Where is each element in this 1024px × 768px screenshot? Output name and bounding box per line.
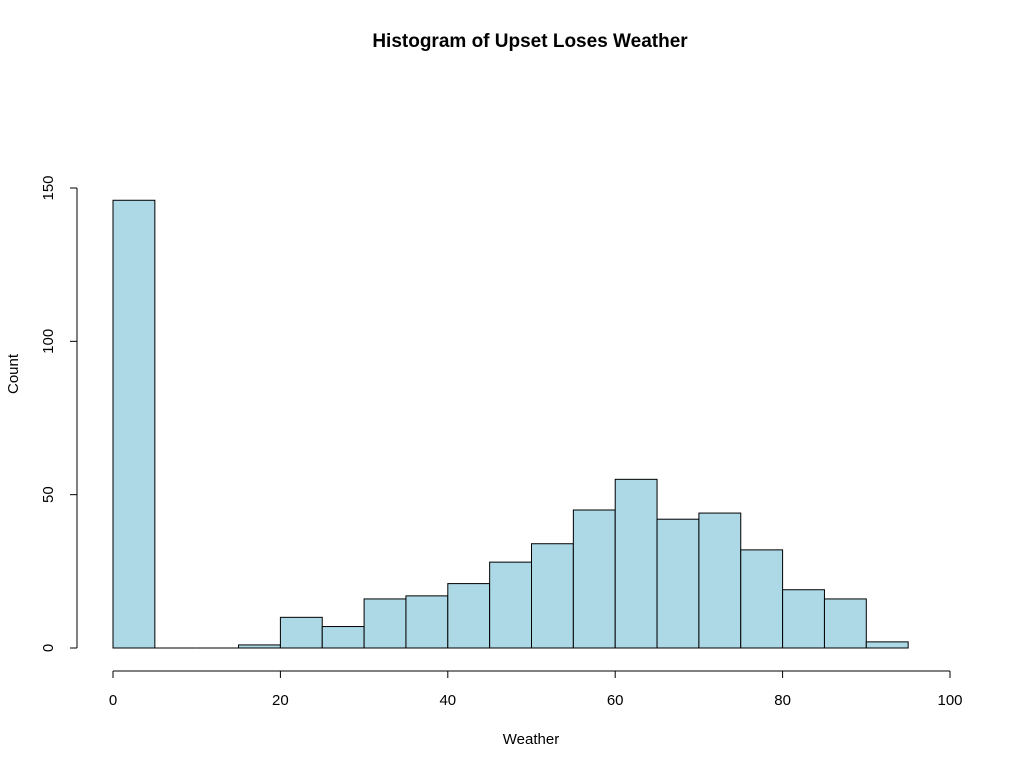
chart-title: Histogram of Upset Loses Weather (372, 31, 688, 52)
y-axis: 0 50 100 150 (40, 175, 78, 652)
histogram-bar (740, 549, 784, 649)
histogram-bar (489, 561, 532, 649)
x-axis-label: Weather (503, 731, 559, 748)
histogram-bar (865, 641, 909, 649)
y-tick-label: 0 (40, 644, 57, 652)
x-tick-label: 20 (272, 692, 289, 709)
histogram-bar (405, 595, 449, 649)
x-tick-label: 60 (607, 692, 624, 709)
histogram-bar (614, 478, 658, 649)
histogram-bar (112, 199, 156, 649)
histogram-bar (782, 589, 825, 649)
y-tick-label: 150 (40, 175, 57, 200)
histogram-bar (698, 512, 742, 649)
y-tick-label: 50 (40, 486, 57, 503)
histogram-bar (279, 616, 323, 649)
histogram-bar (238, 644, 281, 649)
y-axis-label: Count (5, 353, 22, 394)
histogram-bar (321, 626, 365, 649)
x-tick-label: 0 (109, 692, 117, 709)
histogram-bar (572, 509, 616, 649)
histogram-bar (447, 583, 491, 649)
bars-group (112, 199, 909, 649)
x-tick-label: 40 (439, 692, 456, 709)
x-tick-label: 100 (937, 692, 962, 709)
x-axis: 0 20 40 60 80 100 (109, 670, 963, 709)
y-tick-label: 100 (40, 329, 57, 354)
x-tick-label: 80 (774, 692, 791, 709)
histogram-bar (656, 518, 700, 649)
histogram-bar (823, 598, 867, 649)
histogram-bar (363, 598, 407, 649)
histogram-bar (531, 543, 574, 649)
